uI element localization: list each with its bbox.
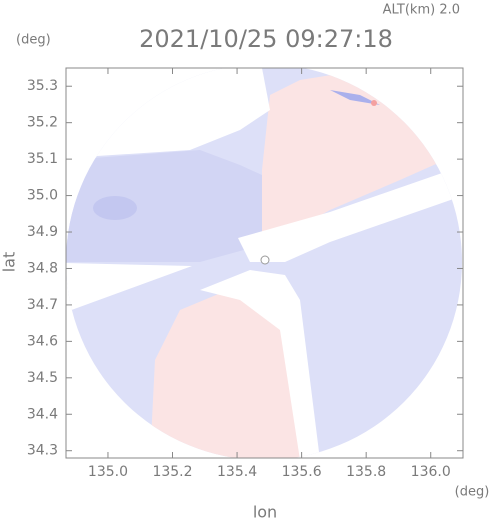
x-tick-label: 135.8 (346, 464, 386, 480)
altitude-label: ALT(km) 2.0 (383, 3, 460, 18)
y-tick-label: 34.5 (27, 370, 58, 386)
x-tick-label: 135.6 (282, 464, 322, 480)
x-tick-label: 135.2 (152, 464, 192, 480)
y-tick-label: 34.4 (27, 406, 58, 422)
y-tick-label: 35.3 (27, 78, 58, 94)
x-unit: (deg) (455, 485, 490, 500)
radar-field (66, 68, 462, 458)
y-unit: (deg) (16, 33, 51, 48)
x-tick-label: 135.4 (217, 464, 257, 480)
x-tick-label: 136.0 (411, 464, 451, 480)
y-tick-label: 34.6 (27, 333, 58, 349)
y-tick-label: 34.8 (27, 260, 58, 276)
x-tick-label: 135.0 (88, 464, 128, 480)
y-tick-label: 34.7 (27, 297, 58, 313)
plot-frame (65, 67, 464, 459)
y-axis-label: lat (0, 252, 19, 273)
chart-title: 2021/10/25 09:27:18 (139, 25, 393, 53)
y-tick-label: 35.0 (27, 188, 58, 204)
y-tick-label: 35.2 (27, 115, 58, 131)
x-axis-label: lon (253, 503, 277, 521)
y-tick-label: 35.1 (27, 151, 58, 167)
y-tick-label: 34.9 (27, 224, 58, 240)
y-tick-label: 34.3 (27, 443, 58, 459)
